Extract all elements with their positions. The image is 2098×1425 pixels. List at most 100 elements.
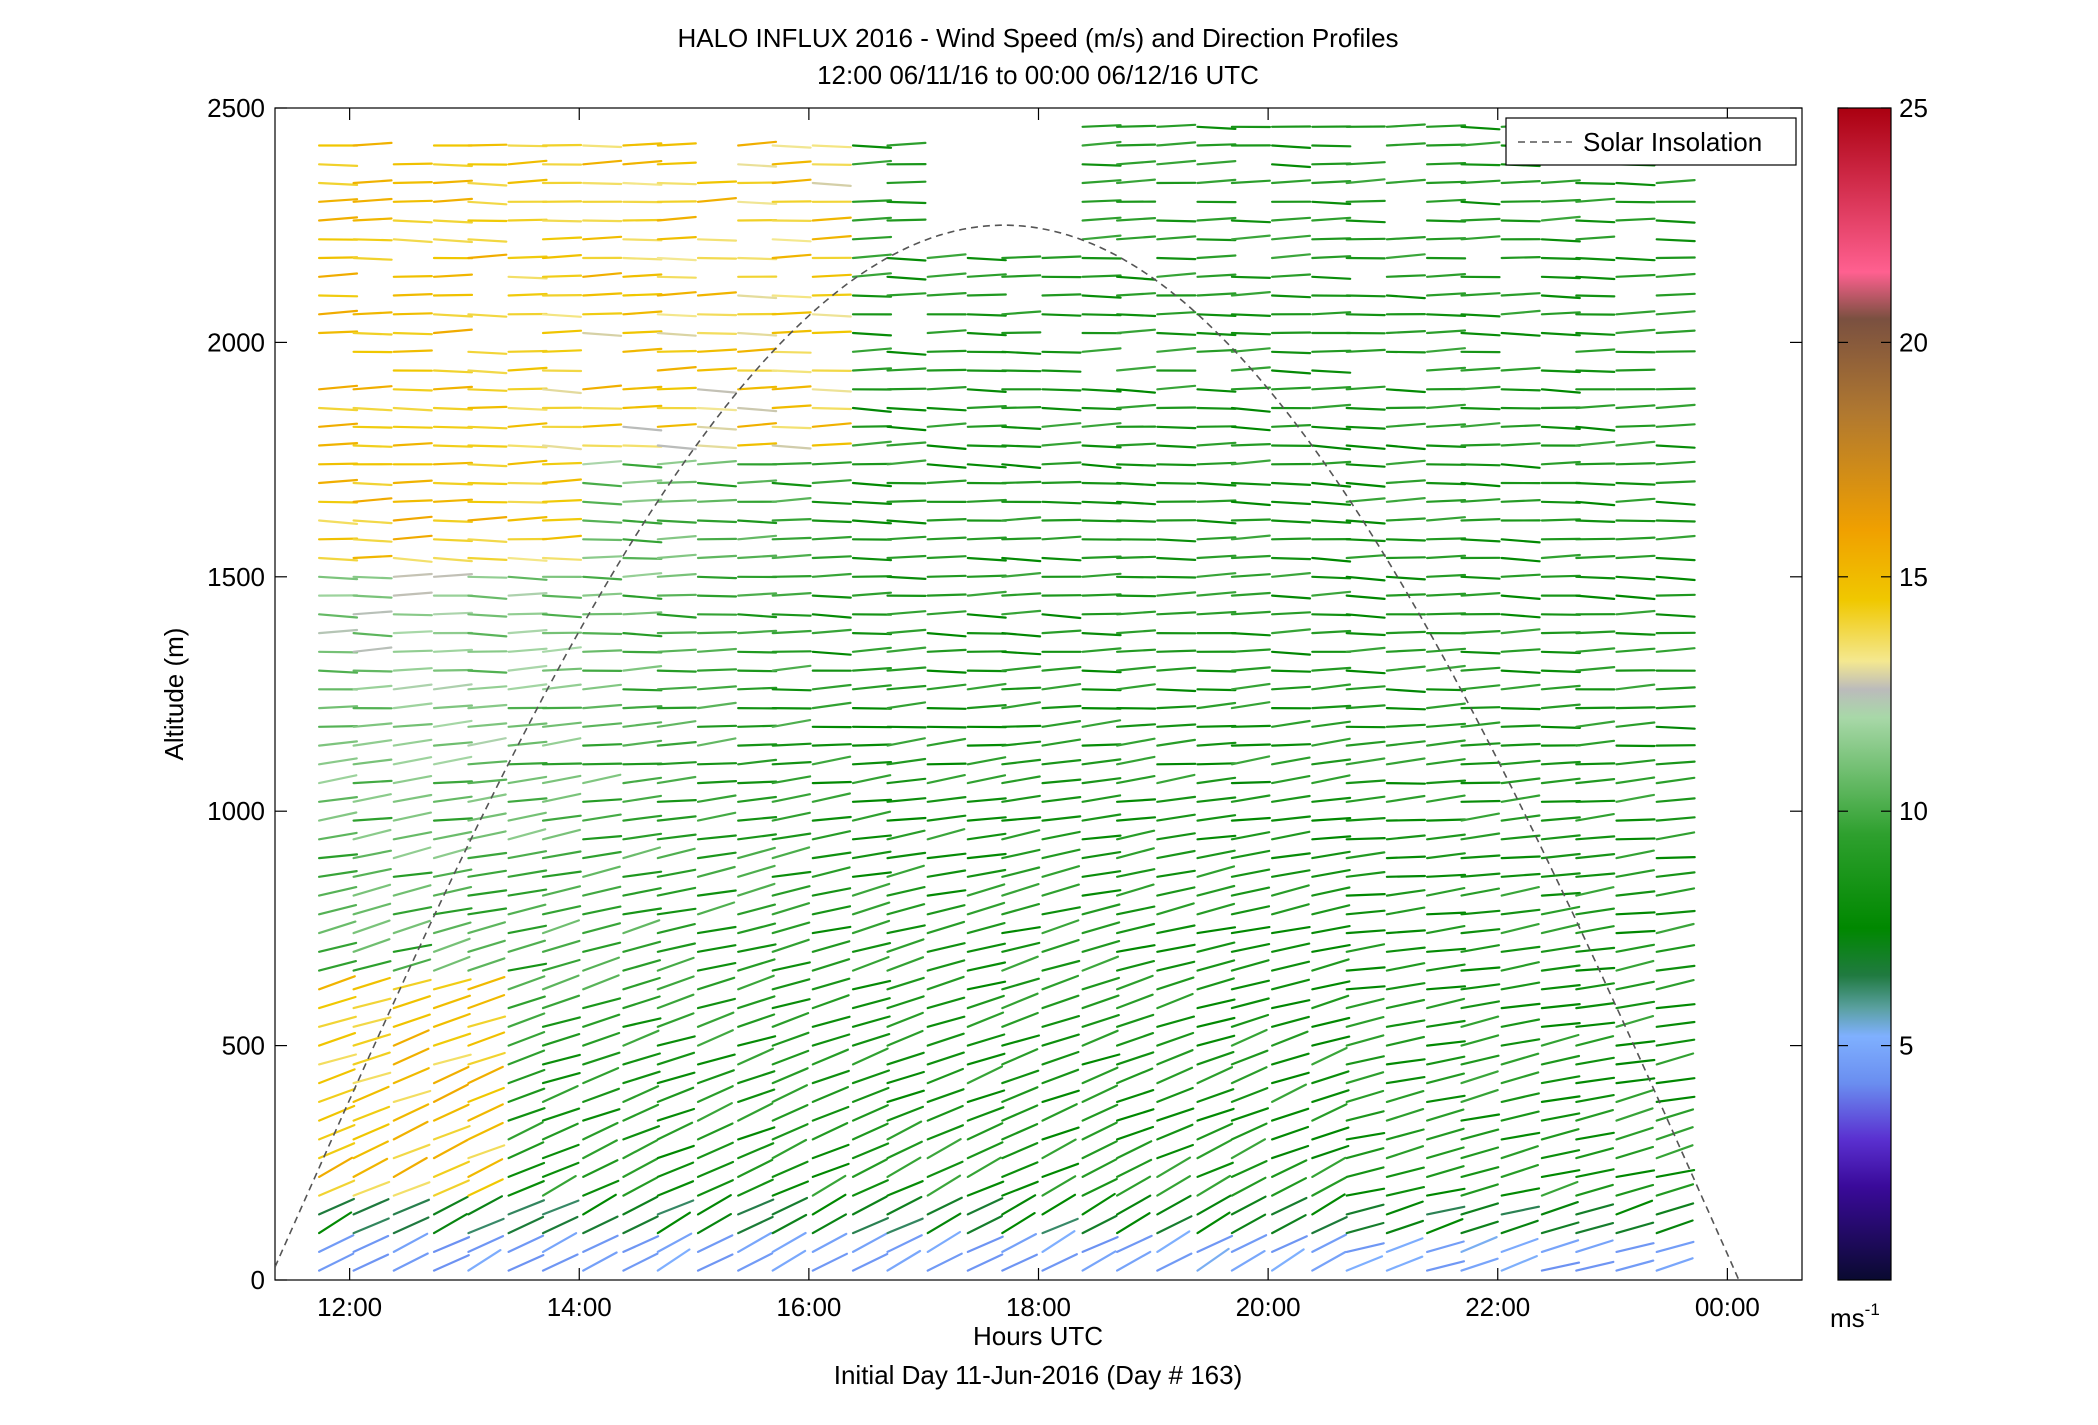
wind-barb [1081, 572, 1122, 578]
wind-barb [1460, 742, 1501, 747]
wind-barb [507, 683, 548, 691]
wind-barb [1230, 459, 1271, 466]
wind-barb [541, 870, 582, 878]
wind-barb [1081, 256, 1122, 260]
wind-barb [1575, 1108, 1615, 1122]
wind-barb [582, 834, 623, 841]
wind-barb [1156, 1123, 1194, 1141]
wind-barb [1230, 313, 1272, 317]
wind-barb [1425, 985, 1467, 991]
wind-barb [352, 1157, 389, 1179]
wind-barb [1001, 444, 1042, 448]
wind-barb [352, 331, 393, 336]
wind-barb [1425, 499, 1467, 503]
wind-barb [541, 958, 581, 972]
wind-barb [696, 594, 738, 598]
wind-barb [926, 349, 967, 353]
wind-barb [1270, 925, 1311, 935]
wind-barb [1655, 1168, 1696, 1179]
wind-barb [1655, 1183, 1695, 1197]
wind-barb [1001, 369, 1042, 373]
wind-barb [392, 1013, 431, 1028]
wind-barb [1270, 1083, 1308, 1104]
wind-barb [886, 256, 927, 262]
wind-barb [1460, 163, 1501, 167]
wind-barb [622, 273, 663, 278]
wind-barb [1230, 518, 1272, 522]
wind-barb [1385, 350, 1427, 354]
wind-barb [1156, 924, 1196, 935]
wind-barb [851, 901, 891, 916]
wind-barb [1655, 909, 1696, 916]
wind-barb [352, 385, 393, 391]
wind-barb [1575, 1131, 1615, 1141]
wind-barb [1230, 1086, 1269, 1104]
wind-barb [507, 612, 548, 616]
wind-barb [1540, 964, 1581, 972]
wind-barb [467, 515, 508, 522]
wind-barb [1196, 796, 1237, 803]
wind-barb [886, 1180, 924, 1197]
wind-barb [1460, 179, 1501, 185]
wind-barb [1041, 848, 1081, 860]
wind-barb [1270, 669, 1312, 673]
wind-barb [1115, 922, 1156, 935]
wind-barb [811, 683, 852, 691]
wind-barb [966, 650, 1007, 653]
wind-barb [811, 905, 852, 916]
wind-barb [811, 1033, 851, 1047]
wind-barb [318, 1015, 357, 1028]
wind-barb [352, 1253, 390, 1272]
wind-barb [1230, 997, 1270, 1010]
wind-barb [886, 292, 927, 297]
wind-barb [432, 425, 473, 429]
wind-barb [541, 613, 583, 619]
wind-barb [541, 1053, 581, 1066]
wind-barb [886, 684, 927, 691]
wind-barb [1311, 924, 1351, 935]
wind-barb [1655, 238, 1696, 243]
wind-barb [1345, 613, 1386, 619]
wind-barb [926, 368, 967, 372]
wind-barb [1575, 331, 1616, 336]
wind-barb [1615, 849, 1655, 860]
wind-barb [582, 956, 621, 972]
wind-barb [432, 369, 473, 374]
wind-barb [432, 1160, 470, 1179]
wind-barb [1115, 665, 1157, 672]
wind-barb [1540, 406, 1582, 410]
wind-barb [1655, 310, 1696, 316]
wind-barb [622, 572, 663, 578]
wind-barb [1196, 481, 1237, 487]
wind-barb [1156, 1049, 1194, 1066]
wind-barb [1425, 758, 1466, 766]
wind-barb [771, 369, 812, 374]
wind-barb [1270, 481, 1312, 486]
wind-barb [541, 1143, 580, 1160]
wind-barb [966, 756, 1007, 766]
wind-barb [1500, 538, 1541, 544]
wind-barb [1196, 388, 1237, 393]
wind-barb [656, 993, 695, 1010]
wind-barb [1311, 774, 1351, 785]
wind-barb [467, 669, 508, 674]
wind-barb [1270, 884, 1310, 897]
wind-barb [1001, 274, 1042, 278]
wind-barb [1156, 738, 1197, 747]
wind-barb [352, 976, 391, 991]
wind-barb [1196, 977, 1235, 991]
wind-barb [851, 1142, 890, 1160]
wind-barb [582, 1234, 619, 1254]
wind-barb [1230, 275, 1272, 279]
wind-barb [1425, 180, 1467, 185]
wind-barb [1156, 1230, 1191, 1254]
wind-barb [771, 902, 811, 916]
wind-barb [1385, 330, 1427, 335]
wind-barb [318, 920, 357, 935]
wind-barb [656, 942, 697, 953]
wind-barb [392, 919, 431, 935]
wind-barb [771, 846, 811, 860]
wind-barb [1460, 463, 1501, 467]
wind-barb [886, 851, 927, 860]
wind-barb [432, 219, 473, 224]
